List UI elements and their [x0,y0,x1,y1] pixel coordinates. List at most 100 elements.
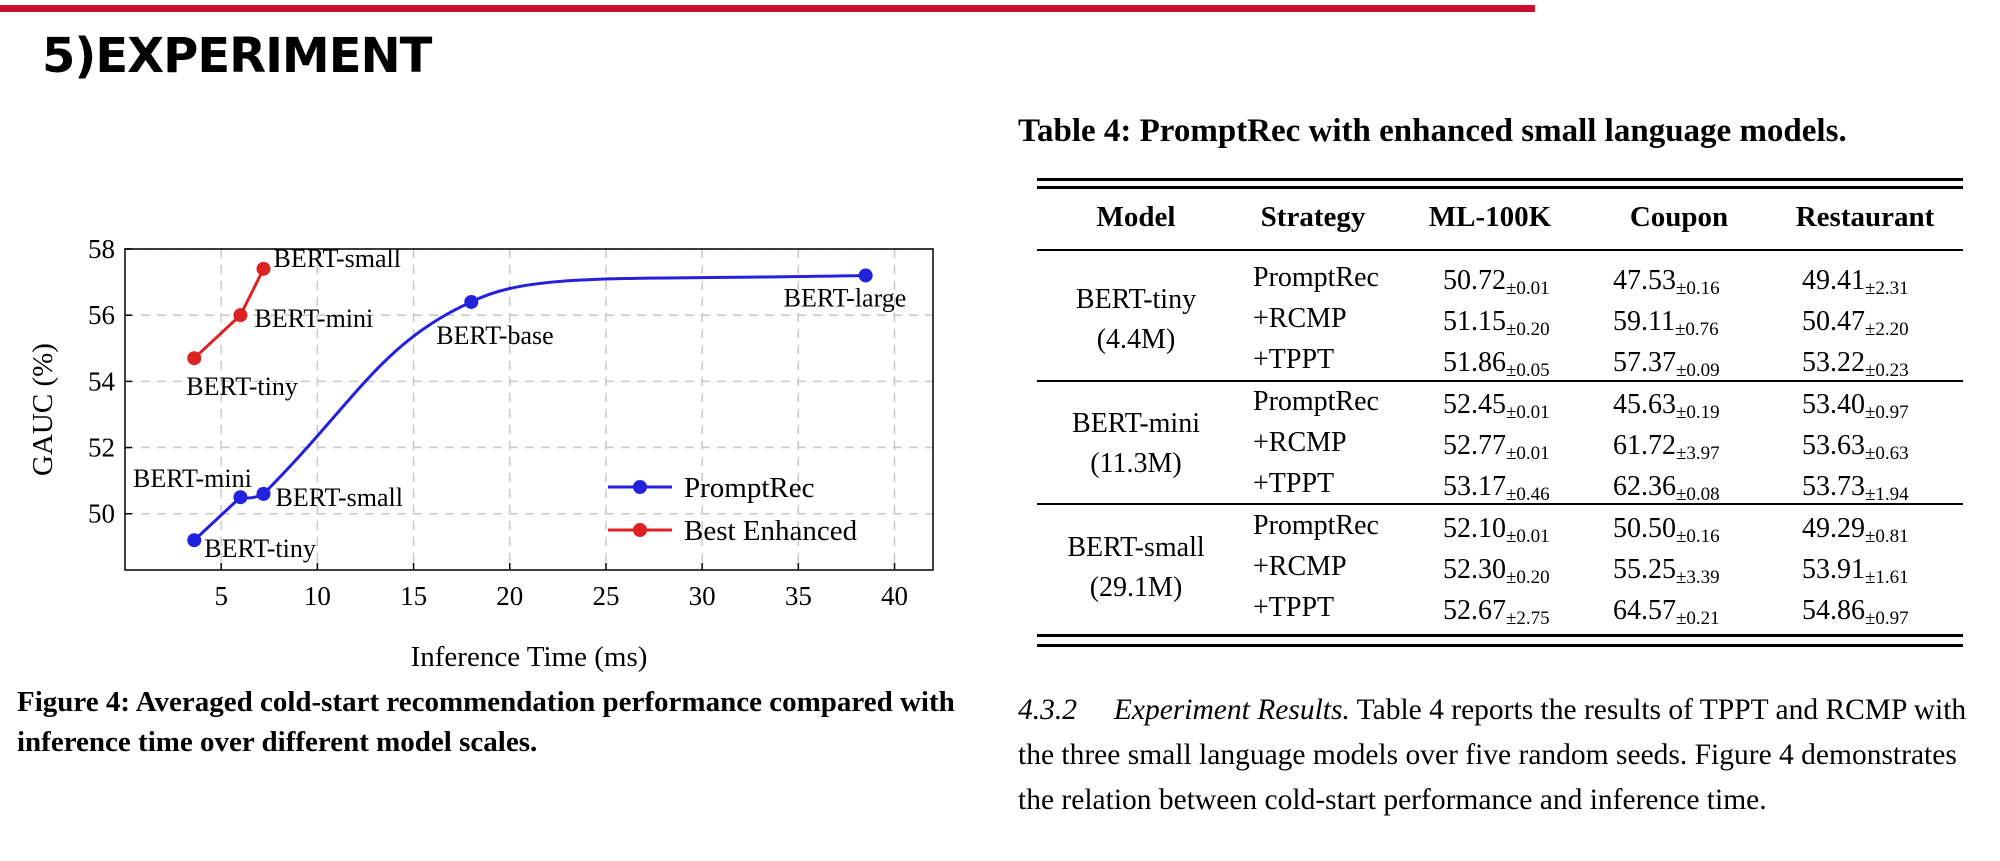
x-tick-label: 40 [881,581,908,611]
value-cell: 54.86±0.97 [1802,595,1909,630]
value-cell: 47.53±0.16 [1613,265,1720,300]
value-mean: 61.72 [1613,430,1676,461]
value-cell: 52.67±2.75 [1443,595,1550,630]
value-mean: 52.77 [1443,430,1506,461]
value-std: ±0.63 [1865,443,1909,464]
value-std: ±0.23 [1865,360,1909,381]
point-label: BERT-tiny [186,372,298,401]
value-mean: 50.50 [1613,513,1676,544]
y-tick-label: 54 [88,366,116,396]
point-label: BERT-small [276,483,404,512]
value-cell: 45.63±0.19 [1613,389,1720,424]
value-mean: 51.86 [1443,347,1506,378]
value-cell: 61.72±3.97 [1613,430,1720,465]
y-tick-label: 58 [88,234,115,264]
value-cell: 53.73±1.94 [1802,471,1909,506]
model-params: (29.1M) [1089,572,1183,603]
table-bottom-rule [1037,634,1963,637]
value-cell: 49.29±0.81 [1802,513,1909,548]
value-mean: 52.30 [1443,554,1506,585]
value-mean: 55.25 [1613,554,1676,585]
value-std: ±0.16 [1676,278,1720,299]
series-line-best-enhanced [193,268,265,360]
model-params: (11.3M) [1090,448,1182,479]
value-std: ±2.20 [1865,319,1909,340]
value-std: ±0.01 [1506,443,1550,464]
value-cell: 52.45±0.01 [1443,389,1550,424]
legend-label: Best Enhanced [684,515,858,547]
value-mean: 52.10 [1443,513,1506,544]
value-cell: 50.50±0.16 [1613,513,1720,548]
y-axis-label: GAUC (%) [27,343,59,476]
y-tick-label: 50 [88,499,115,529]
value-cell: 51.86±0.05 [1443,347,1550,382]
value-std: ±0.20 [1506,319,1550,340]
value-mean: 50.47 [1802,306,1865,337]
table-header-cell: Model [1096,201,1176,233]
data-point [233,308,248,323]
value-mean: 53.73 [1802,471,1865,502]
value-mean: 52.45 [1443,389,1506,420]
model-name: BERT-mini [1072,408,1200,439]
value-cell: 57.37±0.09 [1613,347,1720,382]
y-tick-label: 52 [88,433,115,463]
value-mean: 53.63 [1802,430,1865,461]
value-std: ±0.76 [1674,319,1719,340]
value-mean: 53.40 [1802,389,1865,420]
x-tick-label: 20 [496,581,523,611]
value-cell: 50.72±0.01 [1443,265,1550,300]
value-mean: 57.37 [1613,347,1676,378]
model-cell: BERT-tiny (4.4M) [1036,280,1236,360]
strategy-cell: +RCMP [1253,427,1347,458]
data-point [233,490,248,505]
strategy-cell: +TPPT [1253,468,1335,499]
value-mean: 53.91 [1802,554,1865,585]
value-cell: 52.30±0.20 [1443,554,1550,589]
point-label: BERT-small [274,244,402,273]
value-cell: 51.15±0.20 [1443,306,1550,341]
axis-ticks: 5 10 15 20 25 30 35 40 50 52 54 56 58 [88,234,908,611]
value-mean: 53.17 [1443,471,1506,502]
x-tick-label: 25 [592,581,619,611]
value-std: ±3.97 [1676,443,1720,464]
value-mean: 62.36 [1613,471,1676,502]
model-name: BERT-small [1067,532,1205,563]
model-cell: BERT-small (29.1M) [1036,528,1236,608]
section-paragraph: 4.3.2 Experiment Results. Table 4 report… [1018,688,2000,823]
strategy-cell: +TPPT [1253,344,1335,375]
value-std: ±0.97 [1865,608,1909,629]
value-std: ±0.09 [1676,360,1720,381]
chart-series: BERT-tiny BERT-mini BERT-small BERT-base BER… [133,244,906,563]
value-mean: 53.22 [1802,347,1865,378]
table-top-rule [1037,178,1963,181]
model-cell: BERT-mini (11.3M) [1036,404,1236,484]
legend-marker [633,523,647,537]
x-tick-label: 10 [304,581,331,611]
value-cell: 52.10±0.01 [1443,513,1550,548]
value-std: ±0.01 [1506,278,1550,299]
legend-marker [633,480,647,494]
value-std: ±1.61 [1865,567,1909,588]
legend-label: PromptRec [684,472,815,504]
value-cell: 53.63±0.63 [1802,430,1909,465]
data-point [187,351,202,366]
value-mean: 49.29 [1802,513,1865,544]
plot-frame [124,248,934,571]
value-std: ±0.08 [1676,484,1720,505]
table-caption: Table 4: PromptRec with enhanced small l… [1018,113,1847,149]
x-tick-label: 30 [689,581,716,611]
section-text: Table 4 reports the results of TPPT and … [1018,694,1967,816]
model-name: BERT-tiny [1075,284,1197,315]
x-axis-label: Inference Time (ms) [411,641,648,673]
point-label: BERT-base [436,321,553,350]
value-cell: 55.25±3.39 [1613,554,1720,589]
x-tick-label: 5 [214,581,228,611]
value-cell: 53.40±0.97 [1802,389,1909,424]
value-mean: 49.41 [1802,265,1865,296]
chart-legend: PromptRec Best Enhanced [608,472,858,547]
value-std: ±0.97 [1865,402,1909,423]
value-std: ±0.46 [1506,484,1550,505]
value-mean: 52.67 [1443,595,1506,626]
section-number: 4.3.2 [1018,694,1077,726]
